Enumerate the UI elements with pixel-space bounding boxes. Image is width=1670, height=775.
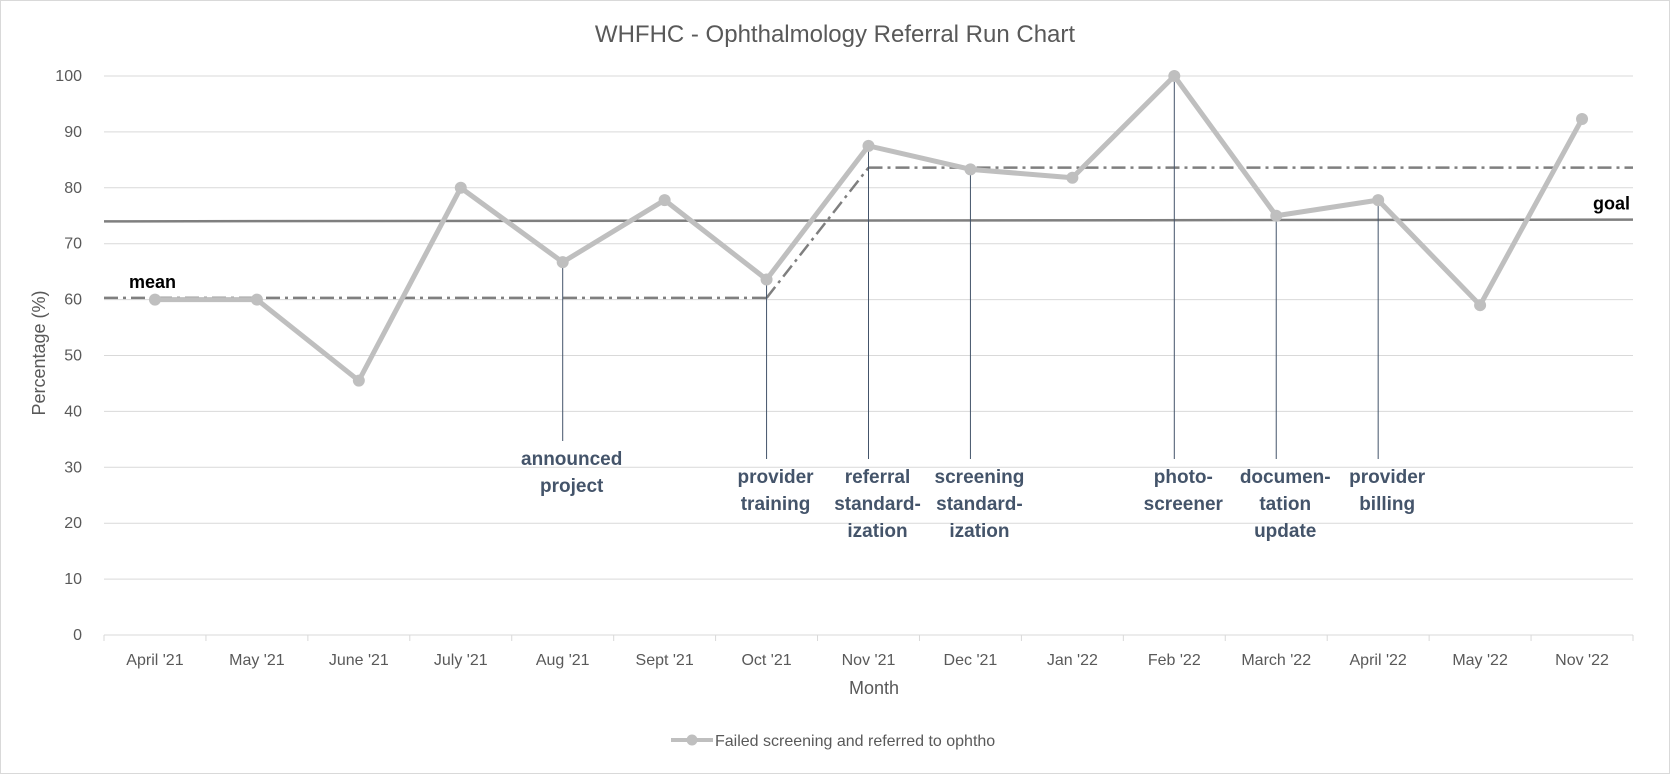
x-tick-label: Nov '21: [842, 652, 896, 669]
goal-label: goal: [1593, 194, 1630, 214]
x-axis-ticks: April '21 May '21 June '21 July '21 Aug '21 S…: [103, 635, 1634, 669]
annotation-label-line: screening: [935, 467, 1025, 488]
x-tick-label: Jan '22: [1047, 652, 1098, 669]
y-tick-label-30: 30: [64, 459, 82, 476]
data-point: [454, 181, 467, 194]
x-tick-label: Aug '21: [536, 652, 590, 669]
annotation-label-line: update: [1254, 521, 1316, 542]
y-tick-label-50: 50: [64, 348, 82, 365]
data-point: [1372, 194, 1385, 207]
x-tick-label: April '22: [1350, 652, 1407, 669]
legend-marker-swatch: [686, 734, 698, 746]
y-axis-ticks: 0 10 20 30 40 50 60 70 80 90 100: [55, 68, 82, 644]
y-tick-label-100: 100: [55, 68, 82, 85]
chart-title: WHFHC - Ophthalmology Referral Run Chart: [595, 21, 1075, 48]
annotation-label-line: project: [540, 476, 604, 497]
annotation-label: photo-screener: [1144, 467, 1224, 515]
annotation-label-line: screener: [1144, 494, 1224, 515]
annotation-label-line: announced: [521, 449, 622, 470]
annotation-label: documen-tation update: [1240, 467, 1331, 542]
x-tick-label: Feb '22: [1148, 652, 1201, 669]
annotation-label: provider billing: [1349, 467, 1426, 515]
data-point: [1168, 70, 1181, 82]
data-point: [1066, 171, 1079, 184]
annotation-label: referral standard-ization: [834, 467, 921, 542]
annotation-label-line: provider: [738, 467, 815, 488]
annotation-label-line: photo-: [1154, 467, 1213, 488]
data-point: [352, 374, 365, 387]
y-tick-label-60: 60: [64, 292, 82, 309]
annotation-label-line: referral: [845, 467, 911, 488]
data-point: [556, 256, 569, 269]
annotation-label-line: billing: [1359, 494, 1415, 515]
annotation-label: screening standard-ization: [935, 467, 1025, 542]
annotation-label: provider training: [738, 467, 815, 515]
y-tick-label-0: 0: [73, 627, 82, 644]
data-point: [250, 293, 263, 306]
data-point: [148, 293, 161, 306]
data-point: [862, 139, 875, 152]
data-point: [1474, 299, 1487, 312]
data-point: [658, 194, 671, 207]
annotation-labels: announced project provider training referral…: [521, 449, 1426, 542]
y-tick-label-80: 80: [64, 180, 82, 197]
x-tick-label: June '21: [329, 652, 389, 669]
mean-line-segment: [765, 166, 870, 299]
annotation-label-line: training: [741, 494, 811, 515]
y-tick-label-40: 40: [64, 403, 82, 420]
data-point: [1270, 209, 1283, 222]
x-axis-title: Month: [849, 678, 899, 698]
annotation-label-line: standard-: [936, 494, 1023, 515]
y-tick-label-70: 70: [64, 236, 82, 253]
data-point: [760, 273, 773, 286]
annotation-label: announced project: [521, 449, 622, 497]
x-tick-label: May '21: [229, 652, 285, 669]
data-point: [1576, 113, 1589, 126]
x-tick-label: Dec '21: [944, 652, 998, 669]
x-tick-label: April '21: [126, 652, 183, 669]
x-tick-label: July '21: [434, 652, 488, 669]
annotation-label-line: standard-: [834, 494, 921, 515]
annotation-label-line: documen-: [1240, 467, 1331, 488]
x-tick-label: Oct '21: [741, 652, 791, 669]
x-tick-label: Nov '22: [1555, 652, 1609, 669]
annotation-label-line: tation: [1259, 494, 1311, 515]
y-tick-label-20: 20: [64, 515, 82, 532]
x-tick-label: Sept '21: [636, 652, 694, 669]
legend-label: Failed screening and referred to ophtho: [715, 733, 995, 750]
annotation-label-line: ization: [949, 521, 1009, 542]
legend: Failed screening and referred to ophtho: [671, 733, 995, 750]
y-tick-label-10: 10: [64, 571, 82, 588]
annotation-label-line: provider: [1349, 467, 1426, 488]
annotation-label-line: ization: [847, 521, 907, 542]
annotation-lines: [562, 76, 1379, 459]
x-tick-label: March '22: [1241, 652, 1311, 669]
series-layer: [148, 70, 1589, 387]
y-tick-label-90: 90: [64, 124, 82, 141]
data-point: [964, 163, 977, 176]
mean-label: mean: [129, 272, 176, 292]
x-tick-label: May '22: [1452, 652, 1508, 669]
y-axis-title: Percentage (%): [29, 290, 49, 415]
